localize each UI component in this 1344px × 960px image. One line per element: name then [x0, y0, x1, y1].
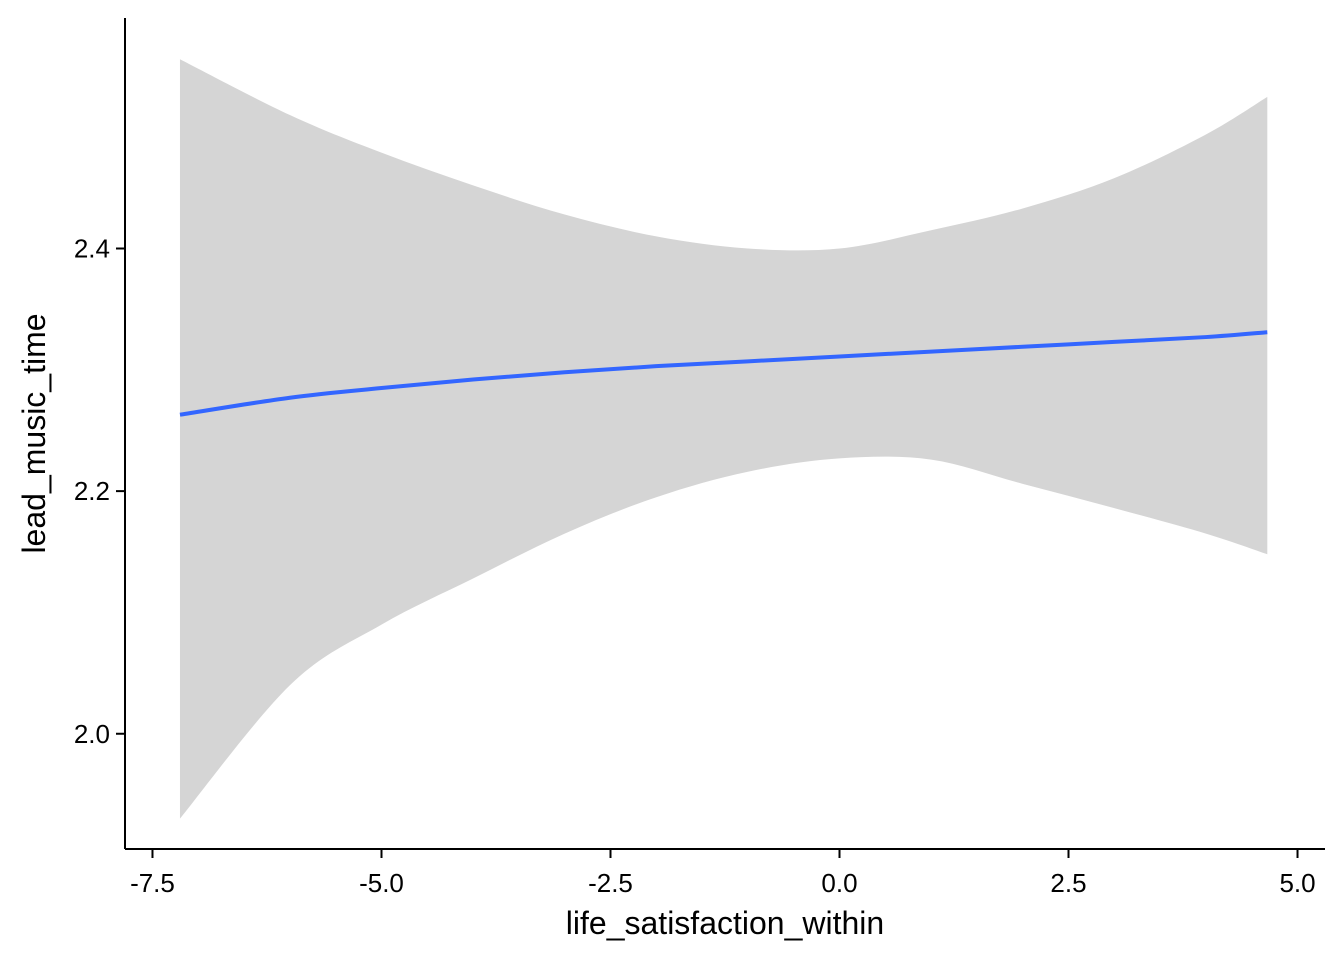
x-axis-title: life_satisfaction_within	[566, 905, 884, 941]
x-tick-label: -7.5	[130, 868, 175, 898]
trend-line	[179, 330, 1268, 417]
y-axis-title: lead_music_time	[16, 313, 52, 553]
x-tick-label: -5.0	[359, 868, 404, 898]
confidence-ribbon	[179, 59, 1268, 819]
y-tick-label: 2.4	[74, 233, 110, 263]
y-axis-ticks: 2.0 2.2 2.4	[74, 233, 125, 749]
y-tick-label: 2.0	[74, 719, 110, 749]
x-tick-label: 5.0	[1279, 868, 1315, 898]
x-axis-ticks: -7.5 -5.0 -2.5 0.0 2.5 5.0	[130, 849, 1316, 898]
y-tick-label: 2.2	[74, 476, 110, 506]
x-tick-label: 0.0	[821, 868, 857, 898]
x-tick-label: -2.5	[588, 868, 633, 898]
x-tick-label: 2.5	[1050, 868, 1086, 898]
